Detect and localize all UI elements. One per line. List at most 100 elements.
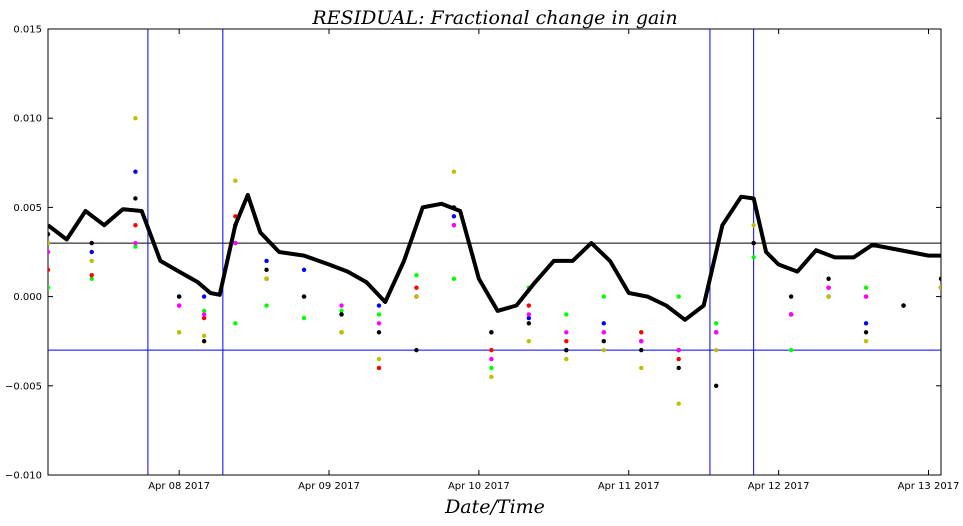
scatter-point: [564, 330, 569, 335]
scatter-point: [339, 312, 344, 317]
scatter-point: [601, 347, 606, 353]
scatter-point: [376, 321, 382, 326]
scatter-point: [564, 347, 569, 353]
scatter-point: [526, 321, 532, 326]
scatter-point: [676, 401, 681, 406]
scatter-point: [564, 339, 569, 344]
scatter-point: [48, 240, 51, 246]
scatter-point: [863, 330, 869, 335]
scatter-point: [526, 315, 532, 321]
scatter-point: [639, 365, 644, 371]
scatter-point: [414, 272, 419, 278]
y-tick-label: 0.005: [13, 203, 42, 214]
scatter-point: [264, 276, 269, 281]
scatter-point: [901, 303, 906, 308]
scatter-point: [788, 294, 794, 299]
scatter-point: [676, 356, 681, 362]
y-tick-label: 0.015: [13, 25, 42, 36]
scatter-point: [751, 223, 756, 228]
scatter-point: [713, 383, 719, 388]
x-tick-label: Apr 10 2017: [448, 481, 510, 492]
scatter-point: [414, 347, 419, 353]
x-tick-label: Apr 12 2017: [748, 481, 810, 492]
scatter-point: [676, 365, 681, 371]
scatter-point: [863, 339, 869, 344]
scatter-point: [89, 276, 94, 281]
axis-ticks: 0.015 0.010 0.005 0.000 −0.005 −0.010 Apr 08 2…: [5, 25, 959, 493]
scatter-point: [601, 339, 606, 344]
scatter-point: [451, 223, 457, 228]
scatter-point: [676, 294, 681, 299]
scatter-series-4: [48, 116, 941, 406]
scatter-point: [48, 285, 51, 290]
scatter-point: [826, 294, 831, 299]
y-tick-label: −0.005: [5, 381, 42, 392]
scatter-point: [489, 374, 494, 380]
scatter-point: [938, 285, 941, 290]
scatter-point: [201, 339, 207, 344]
scatter-point: [201, 308, 207, 314]
scatter-point: [133, 223, 138, 228]
scatter-point: [133, 196, 138, 201]
scatter-point: [233, 240, 238, 246]
scatter-point: [601, 321, 606, 326]
scatter-point: [376, 312, 382, 317]
scatter-point: [376, 365, 382, 371]
line-series-layer: [48, 192, 941, 322]
scatter-point: [233, 321, 238, 326]
scatter-point: [788, 312, 794, 317]
scatter-point: [376, 303, 382, 308]
scatter-point: [451, 169, 457, 174]
scatter-point: [751, 240, 756, 246]
scatter-point: [713, 330, 719, 335]
scatter-point: [601, 294, 606, 299]
scatter-point: [676, 347, 681, 353]
scatter-point: [826, 276, 831, 281]
scatter-point: [489, 356, 494, 362]
scatter-point: [639, 347, 644, 353]
scatter-point: [264, 258, 269, 264]
scatter-point: [451, 214, 457, 219]
scatter-point: [489, 330, 494, 335]
x-tick-label: Apr 09 2017: [298, 481, 360, 492]
scatter-point: [301, 294, 307, 299]
scatter-point: [601, 330, 606, 335]
scatter-point: [264, 267, 269, 273]
scatter-point: [526, 303, 532, 308]
plot-area: [47, 28, 942, 476]
scatter-point: [751, 255, 756, 260]
scatter-point: [713, 347, 719, 353]
scatter-series-layer: [48, 116, 941, 406]
scatter-point: [133, 240, 138, 246]
scatter-point: [89, 258, 94, 264]
x-tick-label: Apr 11 2017: [598, 481, 660, 492]
scatter-point: [133, 169, 138, 174]
chart-title: RESIDUAL: Fractional change in gain: [311, 7, 677, 29]
scatter-point: [451, 276, 457, 281]
scatter-point: [639, 339, 644, 344]
scatter-point: [788, 347, 794, 353]
scatter-point: [863, 294, 869, 299]
scatter-point: [48, 249, 51, 255]
scatter-point: [339, 308, 344, 314]
scatter-point: [489, 347, 494, 353]
scatter-point: [176, 294, 182, 299]
line-series: [48, 192, 941, 322]
scatter-point: [639, 330, 644, 335]
scatter-point: [201, 315, 207, 321]
scatter-point: [233, 178, 238, 183]
scatter-point: [564, 356, 569, 362]
scatter-point: [526, 312, 532, 317]
scatter-point: [376, 356, 382, 362]
scatter-point: [176, 303, 182, 308]
scatter-point: [376, 330, 382, 335]
y-tick-label: 0.000: [13, 292, 42, 303]
scatter-point: [301, 267, 307, 273]
y-tick-label: −0.010: [5, 471, 42, 482]
y-tick-label: 0.010: [13, 114, 42, 125]
scatter-point: [863, 321, 869, 326]
scatter-point: [826, 285, 831, 290]
scatter-point: [201, 333, 207, 339]
scatter-point: [938, 276, 941, 281]
